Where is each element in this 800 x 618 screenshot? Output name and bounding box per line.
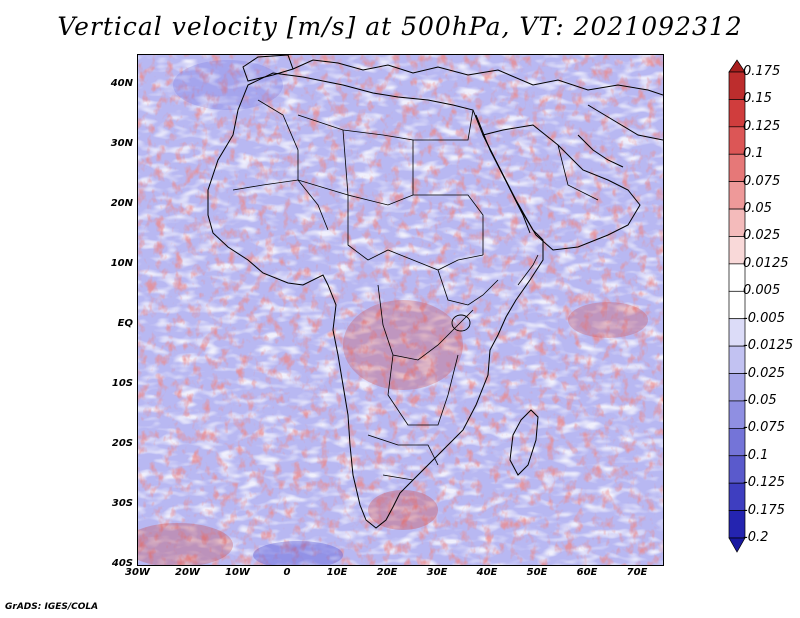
- x-tick-label: 50E: [526, 567, 548, 578]
- colorbar-label: -0.0125: [743, 338, 794, 354]
- y-tick-label: 30S: [111, 498, 133, 509]
- colorbar-label: 0.15: [743, 91, 772, 107]
- border-line: [297, 114, 414, 195]
- colorbar-label: 0.075: [743, 173, 781, 189]
- arabian-peninsula-coastline: [482, 124, 641, 251]
- border-line: [347, 195, 484, 271]
- y-tick-label: 10N: [110, 258, 133, 269]
- border-line: [342, 129, 414, 206]
- border-line: [437, 269, 499, 306]
- positive-region-indian-ocean: [568, 302, 648, 338]
- colorbar-segment: [728, 537, 746, 553]
- positive-region-central-africa: [343, 300, 463, 390]
- lake-victoria: [451, 314, 471, 332]
- border-line: [413, 109, 474, 141]
- y-tick-label: 20N: [110, 198, 133, 209]
- colorbar-label: -0.025: [743, 365, 785, 381]
- y-tick-label: 30N: [110, 138, 133, 149]
- colorbar-label: 0.0125: [743, 255, 789, 271]
- colorbar-label: 0.175: [743, 64, 781, 79]
- persian-gulf-coastline: [577, 134, 624, 168]
- vertical-velocity-map: [138, 55, 663, 565]
- x-tick-label: 10W: [225, 567, 250, 578]
- x-tick-label: 60E: [576, 567, 598, 578]
- border-line: [387, 354, 459, 426]
- colorbar-label: -0.175: [743, 502, 785, 518]
- colorbar-label: -0.125: [743, 475, 785, 491]
- y-tick-label: 10S: [111, 378, 133, 389]
- coastlines: [207, 55, 663, 529]
- chart-title: Vertical velocity [m/s] at 500hPa, VT: 2…: [57, 12, 743, 41]
- colorbar-label: -0.075: [743, 420, 785, 436]
- x-tick-label: 30W: [125, 567, 150, 578]
- border-line: [413, 194, 484, 255]
- border-line: [377, 284, 474, 361]
- colorbar-label: -0.05: [743, 392, 777, 408]
- iran-coastline: [587, 104, 663, 141]
- y-tick-label: 40N: [110, 78, 133, 89]
- border-line: [382, 474, 414, 481]
- x-tick-label: 0: [283, 567, 291, 578]
- negative-region-north-atlantic: [173, 60, 283, 110]
- colorbar-label: 0.005: [743, 283, 781, 299]
- africa-coastline: [207, 72, 544, 529]
- x-tick-label: 20W: [175, 567, 200, 578]
- colorbar-label: 0.05: [743, 201, 772, 217]
- footer-credit: GrADS: IGES/COLA: [5, 602, 99, 612]
- y-tick-label: EQ: [117, 318, 133, 329]
- border-line: [257, 99, 299, 180]
- colorbar-label: 0.1: [743, 146, 764, 162]
- border-line: [297, 179, 349, 196]
- x-tick-label: 10E: [326, 567, 348, 578]
- colorbar-label: -0.1: [743, 447, 769, 463]
- colorbar-label: -0.2: [743, 530, 769, 545]
- country-borders: [232, 99, 599, 481]
- red-sea-coastline: [475, 114, 531, 234]
- negative-region-south: [253, 541, 343, 565]
- x-tick-label: 20E: [376, 567, 398, 578]
- colorbar-label: 0.125: [743, 118, 781, 134]
- colorbar-label: -0.005: [743, 310, 785, 326]
- colorbar: [728, 59, 746, 553]
- y-tick-label: 20S: [111, 438, 133, 449]
- y-tick-label: 40S: [111, 558, 133, 569]
- positive-region-south-atlantic: [138, 523, 233, 565]
- x-tick-label: 30E: [426, 567, 448, 578]
- border-line: [557, 144, 599, 201]
- madagascar-coastline: [509, 409, 539, 476]
- field-texture-positive: [138, 55, 663, 565]
- europe-coastline: [292, 59, 663, 96]
- positive-region-south-africa: [368, 490, 438, 530]
- x-tick-label: 40E: [476, 567, 498, 578]
- colorbar-label: 0.025: [743, 228, 781, 244]
- map-frame: [137, 54, 664, 566]
- border-line: [367, 434, 439, 466]
- border-line: [517, 254, 539, 286]
- x-tick-label: 70E: [626, 567, 648, 578]
